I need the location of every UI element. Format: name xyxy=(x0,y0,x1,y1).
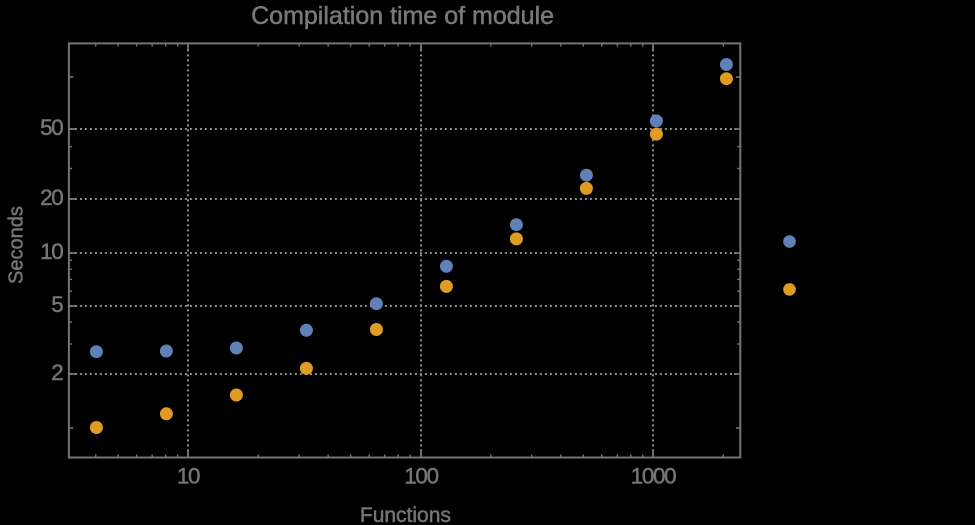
svg-text:Functions: Functions xyxy=(360,504,451,525)
svg-text:Seconds: Seconds xyxy=(5,206,27,284)
svg-text:1000: 1000 xyxy=(631,464,676,489)
svg-text:Compilation time of module: Compilation time of module xyxy=(251,2,554,30)
svg-text:10: 10 xyxy=(177,464,200,489)
svg-text:50: 50 xyxy=(40,115,63,140)
svg-text:100: 100 xyxy=(404,464,438,489)
svg-text:10: 10 xyxy=(40,239,63,264)
svg-text:2: 2 xyxy=(51,360,63,385)
svg-text:20: 20 xyxy=(40,185,63,210)
svg-text:5: 5 xyxy=(51,292,63,317)
